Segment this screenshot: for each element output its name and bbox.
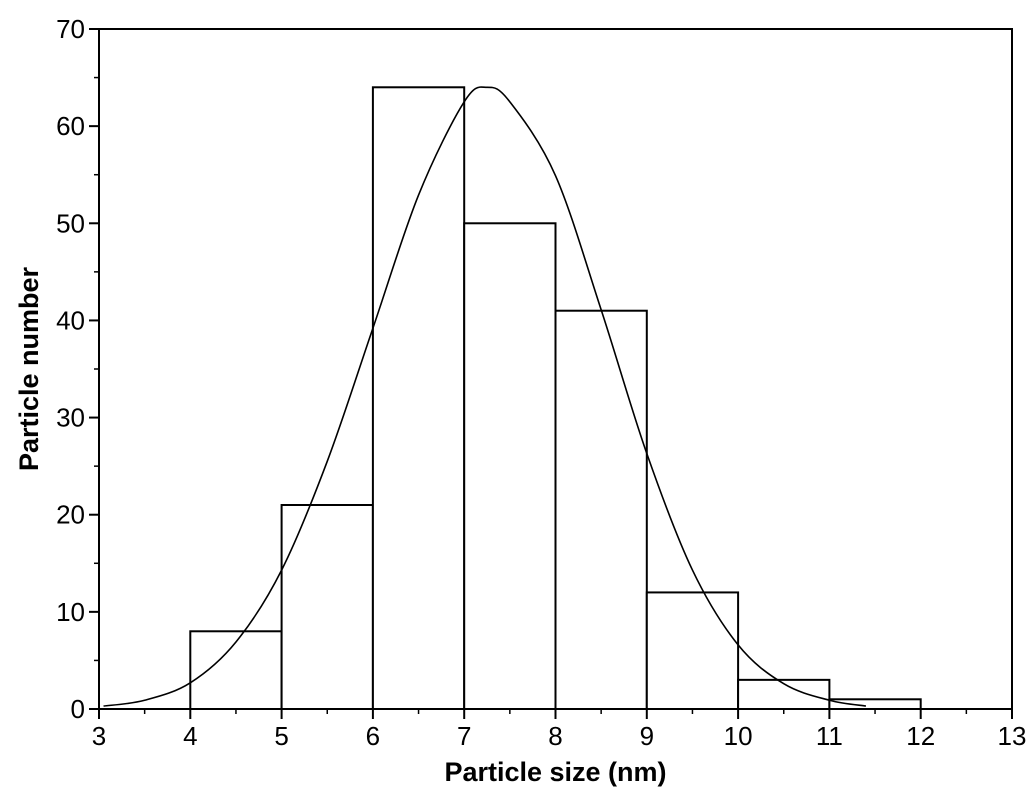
x-tick-label-11: 11 <box>816 721 843 751</box>
fitted-curve <box>103 86 867 707</box>
x-tick-label-13: 13 <box>998 721 1027 751</box>
x-tick-label-9: 9 <box>640 721 654 751</box>
y-tick-label-30: 30 <box>56 403 85 433</box>
x-tick-label-12: 12 <box>906 721 935 751</box>
x-axis-title: Particle size (nm) <box>444 757 666 787</box>
x-tick-label-5: 5 <box>274 721 288 751</box>
histogram-bar-2 <box>280 504 374 710</box>
x-tick-label-8: 8 <box>548 721 562 751</box>
histogram-bar-4 <box>463 222 557 711</box>
ticks-layer: 3 4 5 6 7 8 9 10 11 12 13 0 10 20 30 40 50 60 70 <box>56 14 1026 751</box>
y-tick-label-20: 20 <box>56 500 85 530</box>
histogram-bar-8 <box>828 698 922 710</box>
y-tick-label-10: 10 <box>56 597 85 627</box>
y-axis-title: Particle number <box>14 266 44 471</box>
y-tick-label-0: 0 <box>71 694 85 724</box>
bars-layer <box>189 86 922 711</box>
y-tick-label-50: 50 <box>56 208 85 238</box>
x-tick-label-4: 4 <box>183 721 197 751</box>
x-tick-label-10: 10 <box>724 721 753 751</box>
x-tick-label-6: 6 <box>366 721 380 751</box>
histogram-bar-1 <box>189 630 283 710</box>
x-tick-label-7: 7 <box>457 721 471 751</box>
histogram-bar-5 <box>554 309 648 710</box>
y-tick-label-40: 40 <box>56 305 85 335</box>
y-tick-label-70: 70 <box>56 14 85 44</box>
y-tick-label-60: 60 <box>56 111 85 141</box>
histogram-bar-6 <box>645 591 740 711</box>
labels-layer: Particle size (nm) Particle number <box>14 266 667 787</box>
x-tick-label-3: 3 <box>92 721 106 751</box>
curve-layer <box>103 86 867 707</box>
histogram-bar-3 <box>371 86 466 711</box>
